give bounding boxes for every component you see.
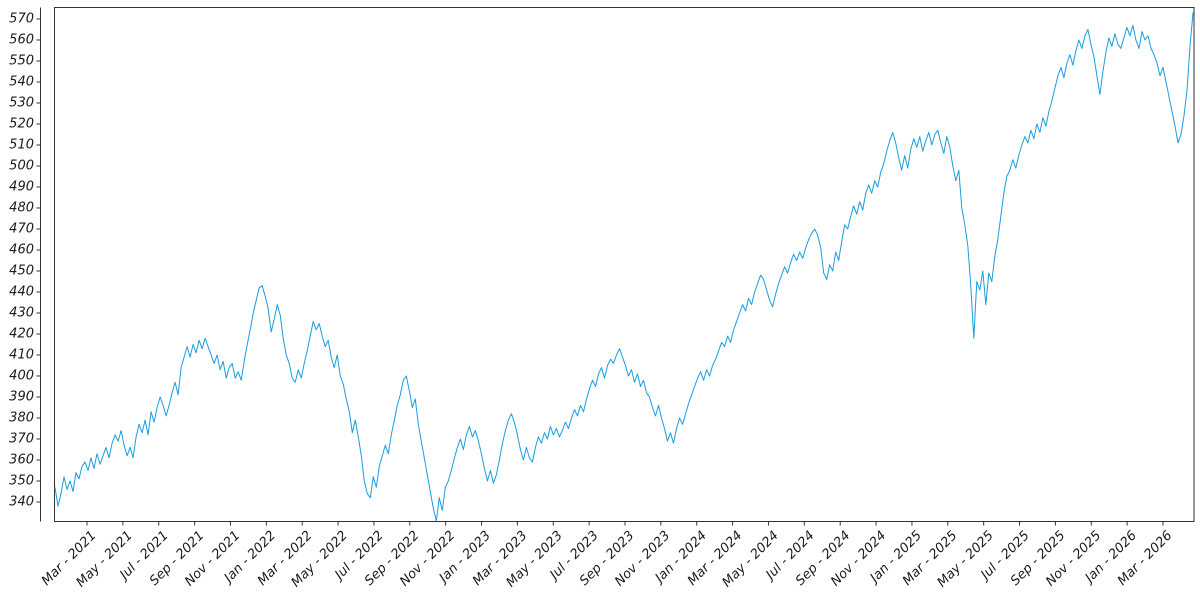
- y-tick-label: 560: [9, 32, 34, 48]
- y-tick-label: 550: [9, 53, 34, 69]
- y-tick-label: 480: [9, 200, 34, 216]
- y-tick-label: 420: [9, 326, 34, 342]
- plot-border: [54, 7, 1195, 522]
- y-tick-label: 350: [9, 473, 34, 489]
- y-tick-label: 450: [9, 263, 34, 279]
- price-series-layer: [54, 12, 1194, 522]
- y-tick-label: 520: [9, 116, 34, 132]
- y-tick-label: 400: [9, 368, 34, 384]
- y-tick-label: 340: [9, 494, 34, 510]
- y-tick-label: 540: [9, 74, 34, 90]
- y-tick-label: 390: [9, 389, 34, 405]
- y-tick-label: 380: [9, 410, 34, 426]
- y-tick-label: 440: [9, 284, 34, 300]
- y-tick-label: 500: [9, 158, 34, 174]
- y-tick-label: 510: [9, 137, 34, 153]
- y-tick-label: 460: [9, 242, 34, 258]
- axes-layer: [36, 7, 1195, 526]
- y-tick-label: 410: [9, 347, 34, 363]
- y-tick-label: 360: [9, 452, 34, 468]
- price-series-line: [54, 12, 1194, 522]
- y-tick-label: 470: [9, 221, 34, 237]
- y-tick-label: 530: [9, 95, 34, 111]
- y-tick-label: 430: [9, 305, 34, 321]
- y-tick-label: 490: [9, 179, 34, 195]
- y-tick-label: 370: [9, 431, 34, 447]
- y-tick-label: 570: [9, 11, 34, 27]
